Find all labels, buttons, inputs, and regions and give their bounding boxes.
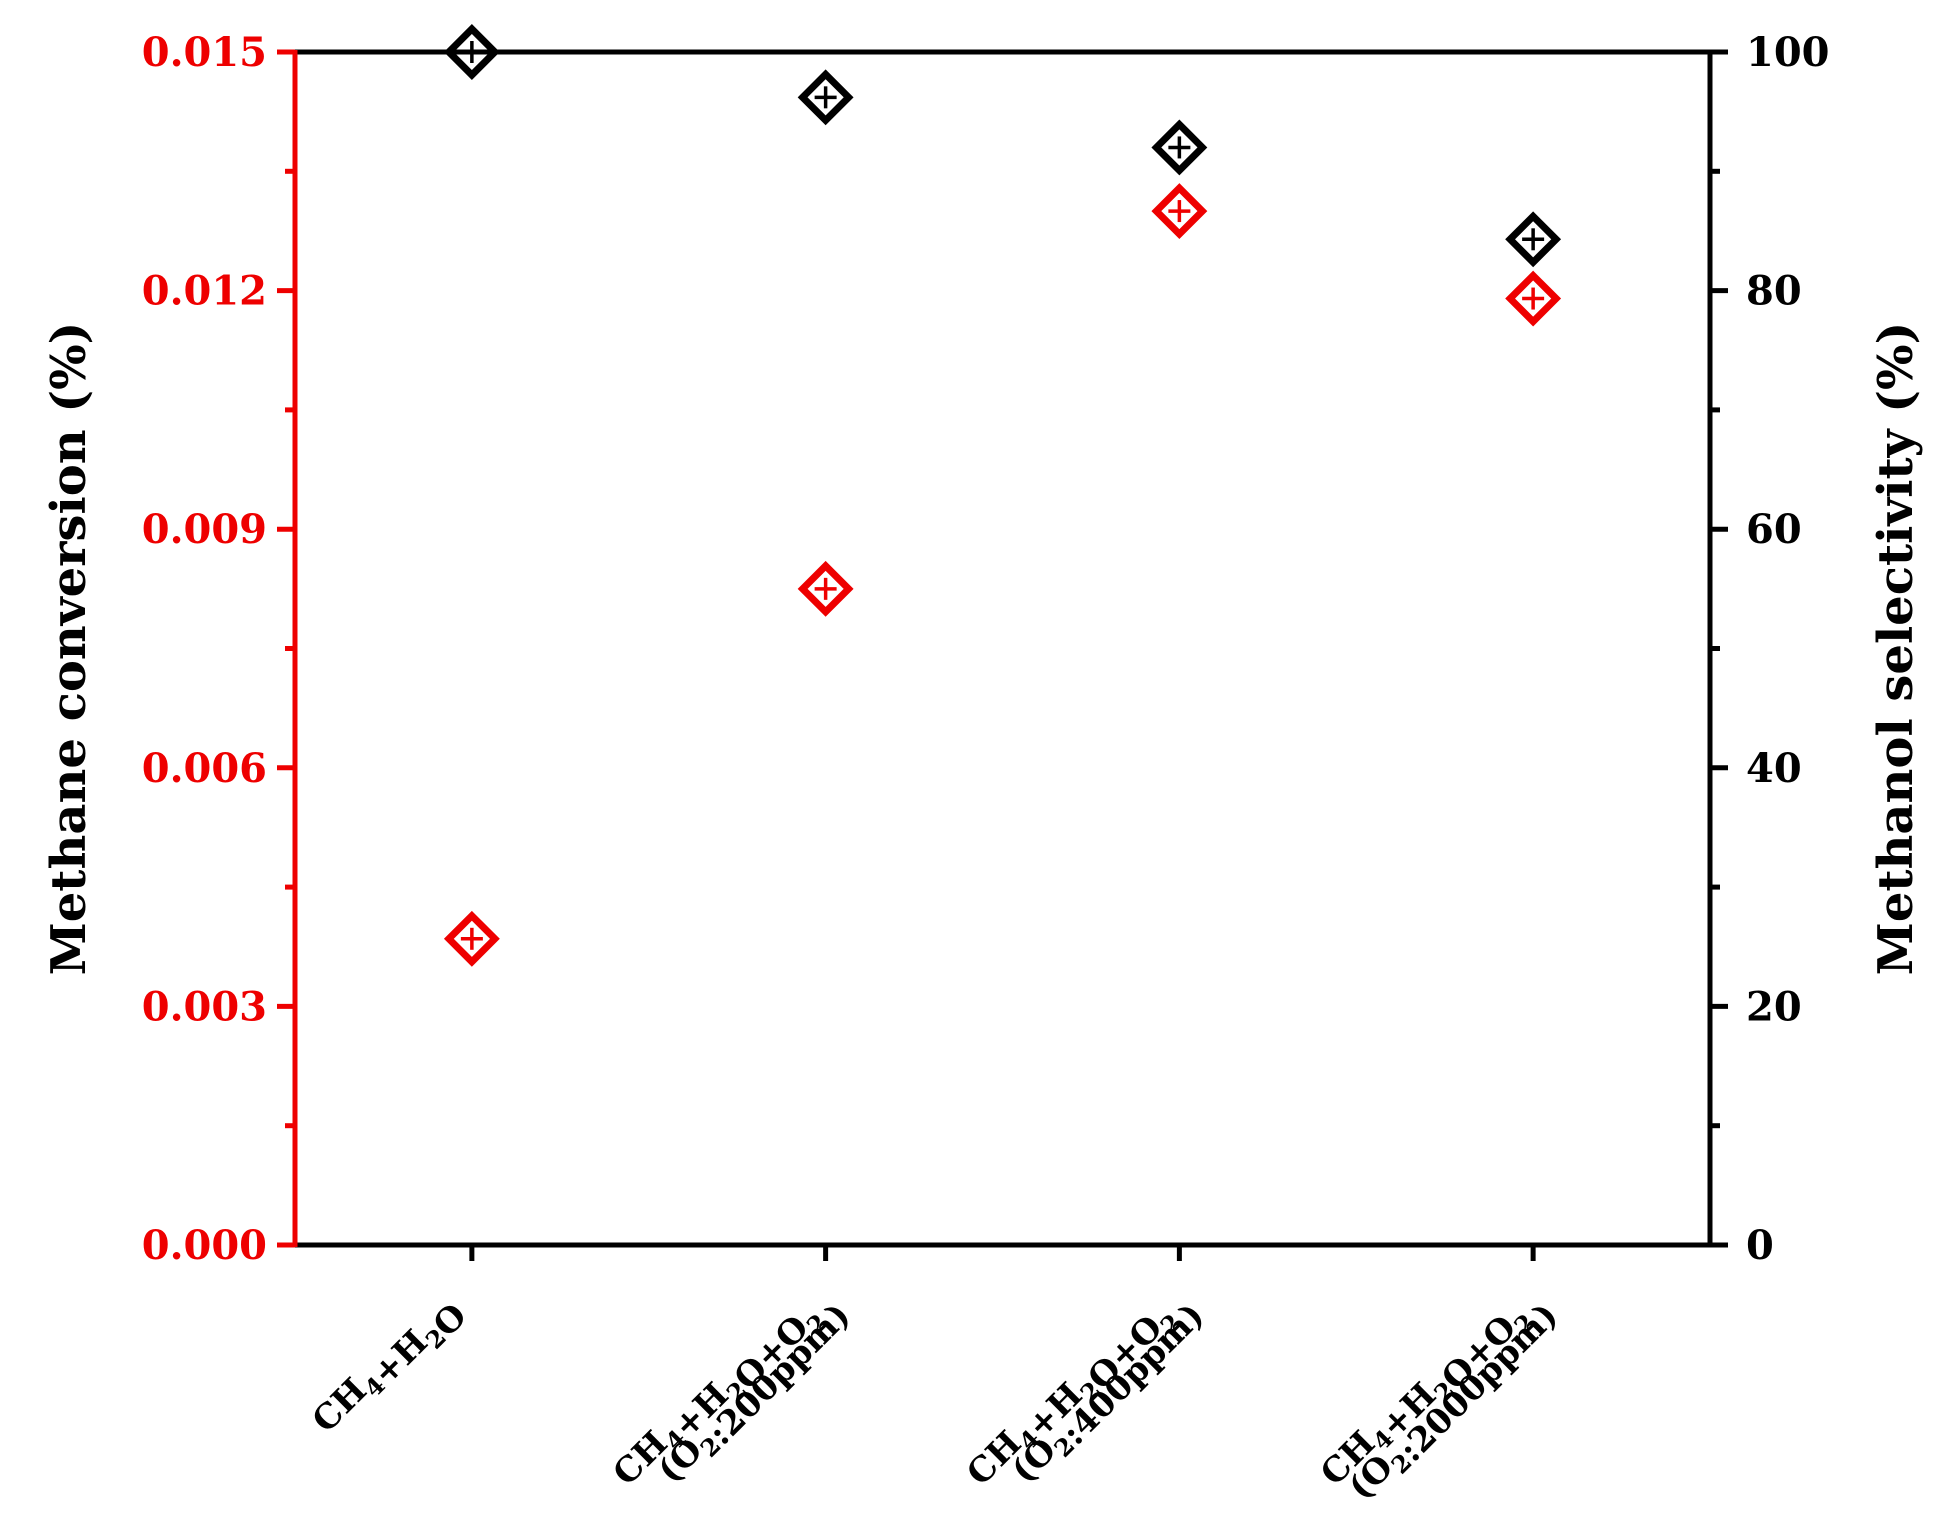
category-label: CH4+H2O xyxy=(305,1283,475,1453)
left-tick-label: 0.015 xyxy=(142,29,267,76)
left-tick-label: 0.009 xyxy=(142,506,267,553)
selectivity-point xyxy=(1505,211,1562,268)
conversion-point xyxy=(1151,183,1208,240)
tick-labels: 0.000 0.003 0.006 0.009 0.012 0.015 0 20 40 60 80 1… xyxy=(142,29,1830,1269)
right-tick-label: 0 xyxy=(1746,1222,1774,1269)
right-tick-label: 20 xyxy=(1746,983,1802,1030)
category-label: (O2:2000ppm) xyxy=(1341,1289,1566,1514)
selectivity-point xyxy=(443,24,500,80)
conversion-point xyxy=(1505,270,1562,327)
left-axis-title: Methane conversion (%) xyxy=(41,322,97,976)
category-label: (O2:400ppm) xyxy=(1004,1289,1212,1497)
right-tick-label: 40 xyxy=(1746,745,1802,792)
right-tick-label: 60 xyxy=(1746,506,1802,553)
axes xyxy=(277,49,1728,1261)
data-points xyxy=(443,24,1562,967)
right-axis-title: Methanol selectivity (%) xyxy=(1868,322,1924,976)
right-tick-label: 100 xyxy=(1746,29,1830,76)
left-tick-label: 0.006 xyxy=(142,745,267,792)
conversion-point xyxy=(797,560,854,617)
category-label: CH4+H2O+O2 xyxy=(959,1283,1186,1510)
left-tick-label: 0.000 xyxy=(142,1222,267,1269)
category-label: (O2:200ppm) xyxy=(650,1289,858,1497)
left-tick-label: 0.003 xyxy=(142,983,267,1030)
conversion-point xyxy=(443,910,500,967)
category-label: CH4+H2O+O2 xyxy=(606,1283,833,1510)
left-tick-label: 0.012 xyxy=(142,268,267,315)
category-labels: CH4+H2OCH4+H2O+O2(O2:200ppm)CH4+H2O+O2(O… xyxy=(305,1283,1566,1514)
selectivity-point xyxy=(797,69,854,126)
right-tick-label: 80 xyxy=(1746,268,1802,315)
selectivity-point xyxy=(1151,119,1208,176)
